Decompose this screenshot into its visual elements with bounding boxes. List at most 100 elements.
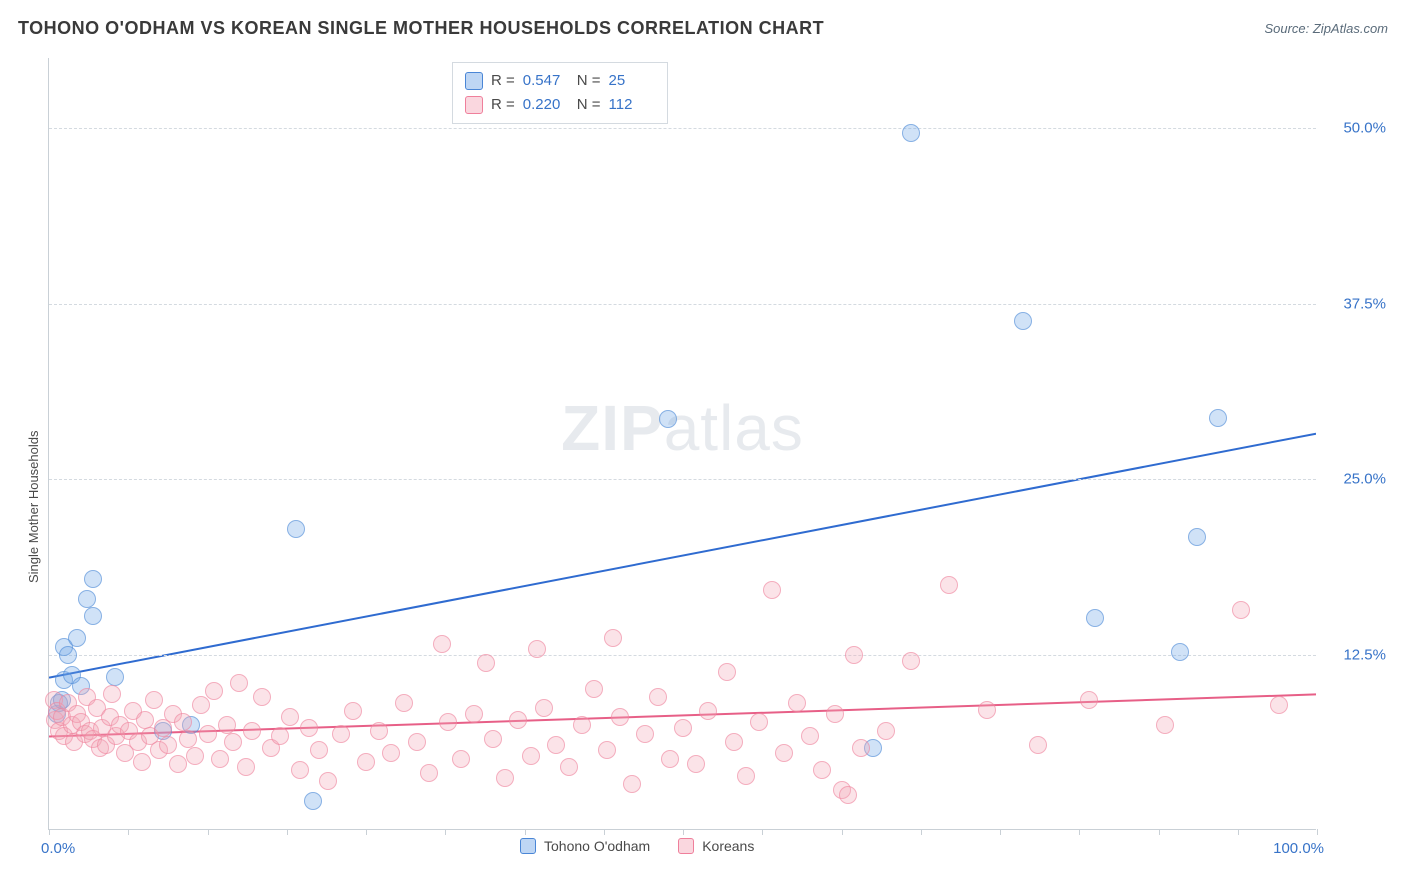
scatter-marker (433, 635, 451, 653)
y-tick-label: 37.5% (1343, 295, 1386, 312)
scatter-marker (687, 755, 705, 773)
scatter-marker (737, 767, 755, 785)
chart-title: TOHONO O'ODHAM VS KOREAN SINGLE MOTHER H… (18, 18, 824, 39)
scatter-marker (55, 638, 73, 656)
legend-swatch (520, 838, 536, 854)
scatter-marker (598, 741, 616, 759)
scatter-marker (120, 722, 138, 740)
scatter-marker (528, 640, 546, 658)
scatter-marker (107, 727, 125, 745)
x-tick (683, 829, 684, 835)
scatter-marker (55, 727, 73, 745)
x-tick (128, 829, 129, 835)
scatter-marker (97, 736, 115, 754)
scatter-marker (205, 682, 223, 700)
scatter-marker (271, 727, 289, 745)
scatter-marker (813, 761, 831, 779)
bottom-legend-item: Koreans (678, 838, 754, 854)
scatter-marker (50, 694, 68, 712)
scatter-marker (902, 124, 920, 142)
scatter-marker (55, 671, 73, 689)
scatter-marker (154, 719, 172, 737)
x-tick-label-right: 100.0% (1273, 840, 1324, 857)
legend-stat-n-label: N = (577, 69, 601, 93)
x-tick (842, 829, 843, 835)
scatter-marker (53, 708, 71, 726)
scatter-marker (46, 711, 64, 729)
scatter-marker (101, 708, 119, 726)
scatter-marker (940, 576, 958, 594)
scatter-marker (547, 736, 565, 754)
scatter-marker (304, 792, 322, 810)
scatter-marker (560, 758, 578, 776)
scatter-marker (674, 719, 692, 737)
scatter-marker (382, 744, 400, 762)
scatter-marker (72, 713, 90, 731)
scatter-marker (78, 688, 96, 706)
scatter-marker (164, 705, 182, 723)
scatter-marker (300, 719, 318, 737)
scatter-marker (573, 716, 591, 734)
scatter-marker (978, 701, 996, 719)
scatter-marker (1270, 696, 1288, 714)
x-tick (287, 829, 288, 835)
legend-stats-row: R =0.547N =25 (465, 69, 655, 93)
legend-stat-r-label: R = (491, 69, 515, 93)
legend-stat-r-value: 0.547 (523, 69, 569, 93)
scatter-marker (182, 716, 200, 734)
legend-stats-row: R =0.220N =112 (465, 93, 655, 117)
scatter-marker (136, 711, 154, 729)
scatter-marker (852, 739, 870, 757)
scatter-marker (63, 716, 81, 734)
title-bar: TOHONO O'ODHAM VS KOREAN SINGLE MOTHER H… (18, 18, 1388, 39)
scatter-marker (287, 520, 305, 538)
scatter-marker (465, 705, 483, 723)
legend-swatch (465, 96, 483, 114)
scatter-marker (585, 680, 603, 698)
scatter-marker (310, 741, 328, 759)
scatter-marker (661, 750, 679, 768)
gridline (49, 479, 1316, 480)
scatter-marker (1156, 716, 1174, 734)
scatter-marker (199, 725, 217, 743)
scatter-marker (496, 769, 514, 787)
x-tick (525, 829, 526, 835)
scatter-marker (50, 722, 68, 740)
scatter-marker (91, 739, 109, 757)
scatter-marker (45, 691, 63, 709)
scatter-marker (801, 727, 819, 745)
scatter-marker (253, 688, 271, 706)
scatter-marker (68, 629, 86, 647)
scatter-marker (649, 688, 667, 706)
scatter-marker (877, 722, 895, 740)
x-tick (49, 829, 50, 835)
scatter-marker (439, 713, 457, 731)
scatter-marker (319, 772, 337, 790)
scatter-marker (344, 702, 362, 720)
x-tick (604, 829, 605, 835)
scatter-marker (788, 694, 806, 712)
scatter-marker (718, 663, 736, 681)
scatter-marker (88, 699, 106, 717)
scatter-marker (133, 753, 151, 771)
y-axis-label: Single Mother Households (26, 430, 41, 582)
scatter-marker (159, 736, 177, 754)
scatter-marker (211, 750, 229, 768)
scatter-marker (78, 590, 96, 608)
scatter-marker (763, 581, 781, 599)
scatter-marker (103, 685, 121, 703)
scatter-marker (48, 702, 66, 720)
x-tick (208, 829, 209, 835)
scatter-marker (420, 764, 438, 782)
scatter-marker (84, 570, 102, 588)
scatter-marker (332, 725, 350, 743)
scatter-marker (1209, 409, 1227, 427)
plot-area: ZIPatlas 12.5%25.0%37.5%50.0%0.0%100.0% (48, 58, 1316, 830)
scatter-marker (84, 607, 102, 625)
scatter-marker (243, 722, 261, 740)
x-tick (445, 829, 446, 835)
source-attribution: Source: ZipAtlas.com (1264, 21, 1388, 36)
scatter-marker (395, 694, 413, 712)
x-tick (366, 829, 367, 835)
scatter-marker (623, 775, 641, 793)
